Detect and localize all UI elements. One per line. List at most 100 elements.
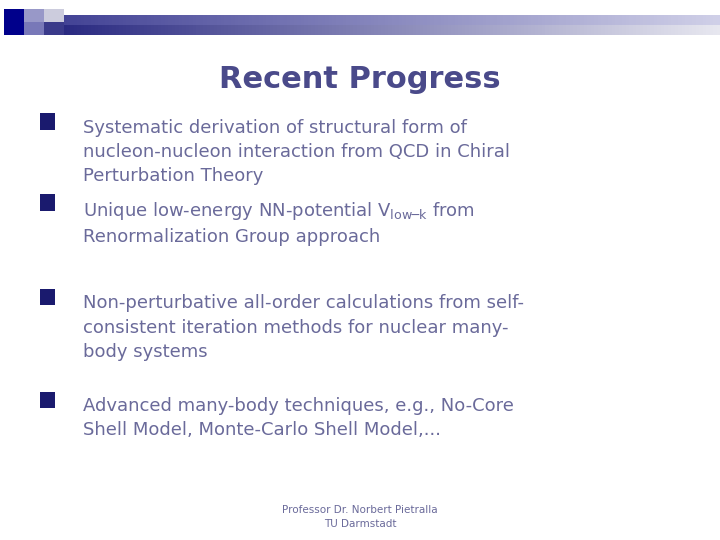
Bar xyxy=(706,15,710,25)
Bar xyxy=(364,15,368,35)
Bar xyxy=(441,15,445,35)
Bar xyxy=(336,15,340,25)
Bar xyxy=(78,15,81,25)
Bar xyxy=(427,15,431,25)
Bar xyxy=(44,22,64,35)
Bar xyxy=(231,15,235,35)
Bar xyxy=(263,15,266,25)
Bar xyxy=(441,15,445,25)
Bar xyxy=(490,15,494,25)
Bar xyxy=(175,15,179,35)
Bar xyxy=(444,15,449,25)
Bar xyxy=(661,15,665,25)
Bar xyxy=(133,15,138,35)
Bar xyxy=(608,15,613,35)
Bar xyxy=(647,15,651,25)
Bar xyxy=(542,15,546,35)
Bar xyxy=(559,15,564,25)
Bar xyxy=(256,15,260,35)
Bar xyxy=(382,15,385,35)
Bar xyxy=(273,15,277,25)
Bar xyxy=(378,15,382,25)
Bar xyxy=(420,15,424,35)
Bar xyxy=(692,15,696,25)
Bar xyxy=(175,15,179,25)
Bar xyxy=(643,15,647,25)
Bar xyxy=(123,15,127,25)
Bar xyxy=(615,15,619,35)
Bar xyxy=(518,15,522,35)
Bar xyxy=(312,15,315,25)
Bar xyxy=(312,15,315,35)
Bar xyxy=(148,15,151,25)
Bar xyxy=(308,15,312,25)
Bar xyxy=(584,15,588,35)
Bar xyxy=(518,15,522,25)
Bar xyxy=(46,15,50,25)
Bar xyxy=(524,15,528,25)
Bar xyxy=(294,15,298,35)
Bar xyxy=(199,15,204,25)
Bar xyxy=(259,15,264,25)
Bar xyxy=(531,15,536,35)
Bar xyxy=(245,15,249,35)
Bar xyxy=(384,15,389,35)
Bar xyxy=(161,15,166,25)
Bar xyxy=(360,15,364,25)
Bar xyxy=(503,15,508,35)
Bar xyxy=(661,15,665,35)
Bar xyxy=(22,15,26,25)
Bar xyxy=(144,15,148,25)
Bar xyxy=(154,15,158,35)
Bar xyxy=(235,15,239,35)
Bar xyxy=(437,15,441,25)
Bar xyxy=(451,15,455,35)
Bar xyxy=(290,15,294,35)
Bar xyxy=(448,15,452,25)
Bar xyxy=(148,15,151,35)
Bar xyxy=(214,15,218,35)
Bar xyxy=(709,15,714,25)
Bar xyxy=(39,15,43,35)
Bar xyxy=(420,15,424,25)
Bar xyxy=(454,15,459,25)
Bar xyxy=(259,15,264,35)
Bar xyxy=(217,15,221,35)
Bar xyxy=(475,15,480,35)
Bar xyxy=(588,15,592,25)
Bar xyxy=(269,15,274,35)
Bar xyxy=(266,15,270,25)
Bar xyxy=(685,15,689,25)
Bar xyxy=(664,15,668,35)
Bar xyxy=(493,15,498,35)
Bar xyxy=(74,15,78,25)
Bar xyxy=(444,15,449,35)
Bar xyxy=(252,15,256,25)
Bar xyxy=(573,15,577,35)
Bar xyxy=(416,15,420,35)
Bar xyxy=(643,15,647,35)
Bar xyxy=(608,15,613,25)
Bar xyxy=(91,15,96,25)
Bar xyxy=(458,15,462,35)
Bar xyxy=(120,15,124,35)
Bar xyxy=(35,15,40,25)
Bar xyxy=(503,15,508,25)
Bar xyxy=(626,15,630,35)
Bar xyxy=(158,15,162,25)
Bar xyxy=(549,15,553,35)
Bar xyxy=(116,15,120,25)
Bar xyxy=(336,15,340,35)
Bar xyxy=(615,15,619,25)
Bar xyxy=(325,15,330,25)
Bar xyxy=(210,15,215,35)
Bar xyxy=(650,15,654,25)
Bar xyxy=(40,113,55,130)
Bar xyxy=(112,15,117,25)
Bar xyxy=(629,15,634,25)
Bar xyxy=(44,9,64,22)
Bar xyxy=(196,15,200,25)
Bar xyxy=(510,15,515,25)
Bar xyxy=(469,15,473,35)
Bar xyxy=(427,15,431,35)
